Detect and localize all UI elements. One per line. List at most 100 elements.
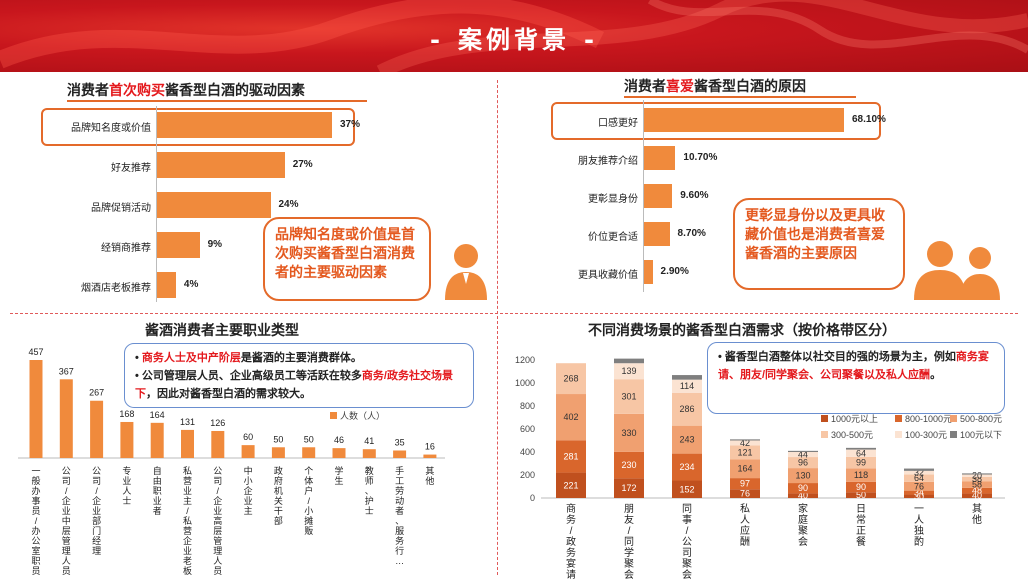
x-tick-label: 常	[856, 513, 866, 526]
x-tick-label: 部	[92, 515, 101, 526]
x-tick-label: 个	[304, 466, 313, 476]
x-tick-label: 士	[122, 495, 131, 506]
stack-segment	[788, 452, 818, 458]
x-tick-label: 教	[365, 465, 374, 476]
page-title: - 案例背景 -	[430, 26, 598, 54]
x-tick-label: 老	[183, 555, 192, 566]
segment-value-label: 99	[856, 458, 866, 468]
bar-label: 经销商推荐	[101, 243, 151, 254]
segment-value-label: 402	[563, 412, 578, 422]
x-tick-label: 由	[153, 475, 162, 486]
x-tick-label: 公	[62, 466, 71, 476]
x-tick-label: 务	[566, 546, 576, 559]
x-tick-label: 服	[395, 526, 404, 536]
bar-value-label: 35	[395, 437, 405, 447]
x-tick-label: 公	[213, 466, 222, 476]
bar-value-label: 41	[364, 436, 374, 446]
stack-segment	[730, 478, 760, 490]
stack-segment	[556, 472, 586, 498]
stack-segment	[962, 473, 992, 475]
q2-axis	[643, 100, 644, 292]
stack-segment	[614, 358, 644, 364]
x-tick-label: 企	[213, 495, 222, 506]
x-tick-label: 友	[624, 513, 634, 526]
x-tick-label: 独	[914, 524, 924, 537]
q2-title-underline	[624, 96, 856, 98]
q1-title-underline	[67, 100, 367, 102]
segment-value-label: 281	[563, 451, 578, 461]
bar-label: 价位更合适	[588, 232, 638, 243]
x-tick-label: 企	[244, 485, 253, 496]
x-tick-label: 人	[740, 514, 750, 526]
x-tick-label: 员	[213, 566, 222, 576]
stack-segment	[962, 476, 992, 482]
x-tick-label: 自	[153, 465, 162, 476]
x-tick-label: 酌	[914, 535, 924, 548]
x-tick-label: 宴	[566, 557, 576, 570]
x-tick-label: 劳	[395, 485, 404, 496]
stack-segment	[846, 456, 876, 469]
x-tick-label: 聚	[798, 525, 808, 537]
x-tick-label: 同	[682, 503, 692, 515]
bar	[644, 108, 844, 132]
x-tick-label: /	[686, 526, 689, 537]
stack-segment	[846, 447, 876, 450]
x-tick-label: 层	[62, 526, 71, 536]
x-tick-label: 司	[92, 476, 101, 486]
stack-segment	[614, 363, 644, 380]
people-icon	[914, 241, 1000, 300]
stack-segment	[788, 457, 818, 469]
stack-segment	[672, 480, 702, 498]
x-tick-label: 理	[213, 546, 222, 556]
x-tick-label: 事	[31, 495, 40, 506]
segment-value-label: 40	[972, 491, 982, 501]
segment-value-label: 139	[621, 366, 636, 376]
segment-value-label: 330	[621, 428, 636, 438]
x-tick-label: 应	[740, 524, 750, 537]
x-tick-label: 主	[244, 505, 253, 516]
segment-value-label: 30	[914, 491, 924, 501]
bar-label: 好友推荐	[111, 163, 151, 174]
stack-segment	[904, 470, 934, 475]
bar	[211, 430, 225, 458]
x-tick-label: 营	[183, 525, 192, 536]
bar	[332, 448, 346, 458]
x-tick-label: 学	[624, 546, 634, 559]
bar-label: 品牌促销活动	[91, 203, 151, 214]
x-tick-label: 公	[682, 537, 692, 548]
x-tick-label: 者	[395, 506, 404, 516]
x-tick-label: 管	[62, 535, 71, 546]
stack-segment	[904, 468, 934, 471]
segment-value-label: 76	[914, 481, 924, 491]
x-tick-label: 办	[31, 525, 40, 536]
x-tick-label: 般	[31, 475, 40, 486]
bar	[644, 222, 670, 246]
segment-value-label: 34	[914, 488, 924, 498]
segment-value-label: 50	[856, 490, 866, 500]
stack-segment	[730, 489, 760, 498]
segment-value-label: 42	[740, 438, 750, 448]
bar	[29, 360, 43, 458]
stack-segment	[962, 493, 992, 498]
x-tick-label: /	[35, 516, 38, 526]
x-tick-label: 家	[798, 502, 808, 515]
bar	[423, 454, 437, 458]
segment-value-label: 58	[972, 480, 982, 490]
stack-segment	[846, 468, 876, 482]
person-icon	[445, 244, 487, 300]
stack-segment	[672, 425, 702, 454]
bar	[157, 192, 271, 218]
x-tick-label: /	[217, 486, 220, 496]
x-tick-label: 司	[62, 476, 71, 486]
stack-segment	[962, 474, 992, 477]
x-tick-label: 职	[153, 486, 162, 496]
segment-value-label: 90	[798, 483, 808, 493]
x-tick-label: 私	[183, 466, 192, 476]
y-tick-label: 1000	[515, 378, 535, 388]
x-tick-label: 一	[31, 466, 40, 476]
q4-title: 不同消费场景的酱香型白酒需求（按价格带区分）	[588, 323, 896, 339]
x-tick-label: /	[65, 486, 68, 496]
bar-value-label: 50	[273, 434, 283, 444]
x-tick-label: 政	[274, 465, 283, 476]
bar-value-label: 367	[59, 366, 74, 376]
